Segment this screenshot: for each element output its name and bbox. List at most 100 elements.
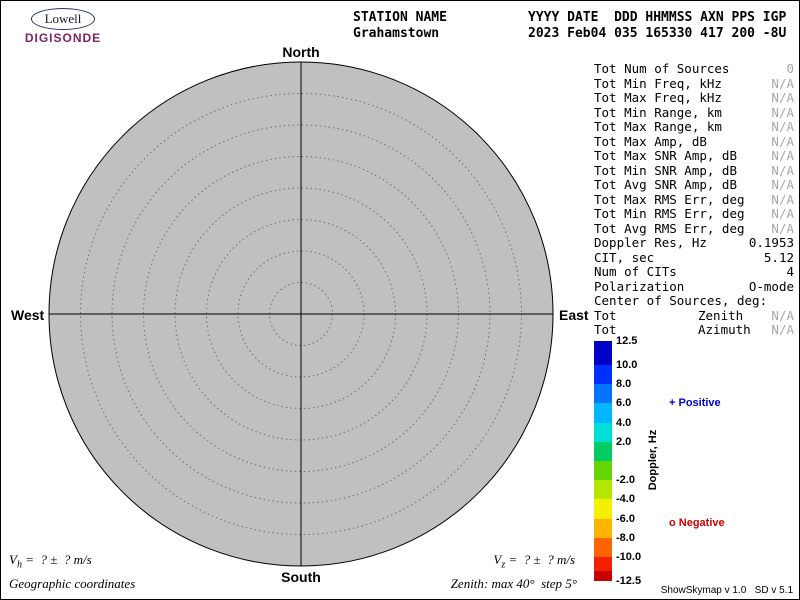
cos-row-value: N/A	[771, 322, 794, 337]
version-label: ShowSkymap v 1.0 SD v 5.1	[660, 585, 793, 596]
param-row: Doppler Res, Hz 0.1953	[594, 235, 794, 251]
param-row: CIT, sec 5.12	[594, 249, 794, 266]
param-label: Tot Min Freq, kHz	[594, 75, 722, 91]
cos-row-quantity: Azimuth	[698, 322, 751, 337]
center-of-sources-heading-row: Center of Sources, deg:	[594, 293, 794, 309]
colorbar-tick: -4.0	[616, 493, 635, 506]
colorbar-tick: -2.0	[616, 474, 635, 487]
station-name-value: Grahamstown	[353, 26, 440, 41]
vz-subscript: z	[501, 559, 506, 571]
param-label: Tot Max SNR Amp, dB	[594, 148, 737, 163]
param-value: 5.12	[763, 249, 794, 265]
colorbar-tick: 6.0	[616, 397, 632, 410]
colorbar-tick: -8.0	[616, 531, 635, 544]
param-row: Tot Num of Sources 0	[594, 61, 794, 77]
param-row: Tot Max RMS Err, deg N/A	[594, 191, 794, 208]
param-row: Tot Avg SNR Amp, dB N/A	[594, 177, 794, 193]
param-row: Polarization O-mode	[594, 278, 794, 295]
colorbar-segment	[594, 365, 612, 385]
center-of-sources-row: Tot Zenith N/A	[594, 307, 794, 324]
param-value: 4	[786, 264, 794, 279]
param-value: 0.1953	[748, 235, 794, 250]
compass-east-label: East	[559, 307, 589, 323]
compass-north-label: North	[282, 44, 320, 60]
params-panel: Tot Num of Sources 0 Tot Min Freq, kHz N/A T…	[594, 61, 794, 338]
colorbar-segment	[594, 441, 612, 461]
param-row: Num of CITs 4	[594, 264, 794, 280]
param-value: 0	[786, 61, 794, 76]
colorbar-tick: -12.5	[616, 575, 642, 587]
params-list: Tot Num of Sources 0 Tot Min Freq, kHz N/A T…	[594, 61, 794, 295]
colorbar-segment	[594, 460, 612, 481]
param-value: N/A	[771, 104, 794, 120]
vh-subscript: h	[16, 559, 22, 571]
param-label: Tot Max Freq, kHz	[594, 90, 722, 105]
colorbar-tick: 12.5	[616, 335, 638, 347]
colorbar-segment	[594, 571, 612, 581]
param-value: N/A	[771, 119, 794, 134]
colorbar-tick: 2.0	[616, 435, 632, 448]
param-value: N/A	[771, 90, 794, 105]
digisonde-logo-text: DIGISONDE	[24, 31, 102, 45]
param-value: N/A	[771, 148, 794, 163]
param-label: Tot Avg RMS Err, deg	[594, 220, 745, 236]
vh-text: = ? ± ? m/s	[21, 552, 92, 567]
colorbar-tick: 4.0	[616, 416, 632, 429]
colorbar-segment	[594, 556, 612, 572]
colorbar-segment	[594, 403, 612, 423]
param-row: Tot Max Freq, kHz N/A	[594, 90, 794, 106]
coordinates-label: Geographic coordinates	[9, 576, 136, 591]
param-row: Tot Min Range, km N/A	[594, 104, 794, 121]
param-label: CIT, sec	[594, 249, 655, 265]
positive-legend: + Positive	[669, 397, 721, 409]
header-fields-value: 2023 Feb04 035 165330 417 200 -8U	[528, 26, 787, 41]
param-value: N/A	[771, 75, 794, 91]
param-value: N/A	[771, 177, 794, 192]
param-label: Tot Max Range, km	[594, 119, 722, 134]
param-row: Tot Min Freq, kHz N/A	[594, 75, 794, 92]
param-value: N/A	[771, 206, 794, 221]
cos-row-quantity: Zenith	[698, 307, 744, 323]
param-row: Tot Min RMS Err, deg N/A	[594, 206, 794, 222]
param-row: Tot Max Amp, dB N/A	[594, 133, 794, 150]
param-label: Tot Avg SNR Amp, dB	[594, 177, 737, 192]
colorbar-title: Doppler, Hz	[647, 429, 659, 491]
station-name-label: STATION NAME	[353, 10, 447, 25]
header-fields-label: YYYY DATE DDD HHMMSS AXN PPS IGP	[528, 10, 787, 25]
param-value: N/A	[771, 162, 794, 178]
cos-row-label: Tot	[594, 322, 617, 337]
colorbar-segment	[594, 341, 612, 365]
cos-row-value: N/A	[771, 307, 794, 323]
colorbar-tick: -6.0	[616, 512, 635, 525]
center-of-sources-row: Tot Azimuth N/A	[594, 322, 794, 338]
compass-west-label: West	[11, 307, 45, 323]
param-row: Tot Max SNR Amp, dB N/A	[594, 148, 794, 164]
param-label: Polarization	[594, 278, 685, 294]
compass-south-label: South	[281, 569, 321, 585]
colorbar-tick: 8.0	[616, 378, 632, 391]
param-label: Doppler Res, Hz	[594, 235, 707, 250]
colorbar-segment	[594, 480, 612, 500]
param-label: Tot Min SNR Amp, dB	[594, 162, 737, 178]
vz-readout: Vz = ? ± ? m/s	[493, 552, 575, 571]
negative-legend: o Negative	[669, 517, 725, 529]
colorbar	[594, 341, 612, 581]
lowell-logo-text: Lowell	[30, 8, 96, 30]
vz-text: = ? ± ? m/s	[505, 552, 575, 567]
param-value: N/A	[771, 191, 794, 207]
colorbar-ticks: 12.5 10.0 8.0 6.0 4.0 2.0 -2.0 -4.0 -6.0 -8.0 -10.…	[616, 335, 658, 587]
param-label: Tot Max Amp, dB	[594, 133, 707, 149]
param-label: Num of CITs	[594, 264, 677, 279]
vh-symbol: V	[9, 552, 17, 567]
param-row: Tot Max Range, km N/A	[594, 119, 794, 135]
param-row: Tot Min SNR Amp, dB N/A	[594, 162, 794, 179]
param-value: O-mode	[748, 278, 794, 294]
colorbar-tick: 10.0	[616, 359, 638, 371]
param-value: N/A	[771, 220, 794, 236]
colorbar-segment	[594, 537, 612, 557]
cos-row-label: Tot	[594, 307, 617, 323]
param-row: Tot Avg RMS Err, deg N/A	[594, 220, 794, 237]
center-of-sources-list: Tot Zenith N/A Tot Azimuth N/A	[594, 307, 794, 338]
colorbar-tick: -10.0	[616, 551, 642, 563]
